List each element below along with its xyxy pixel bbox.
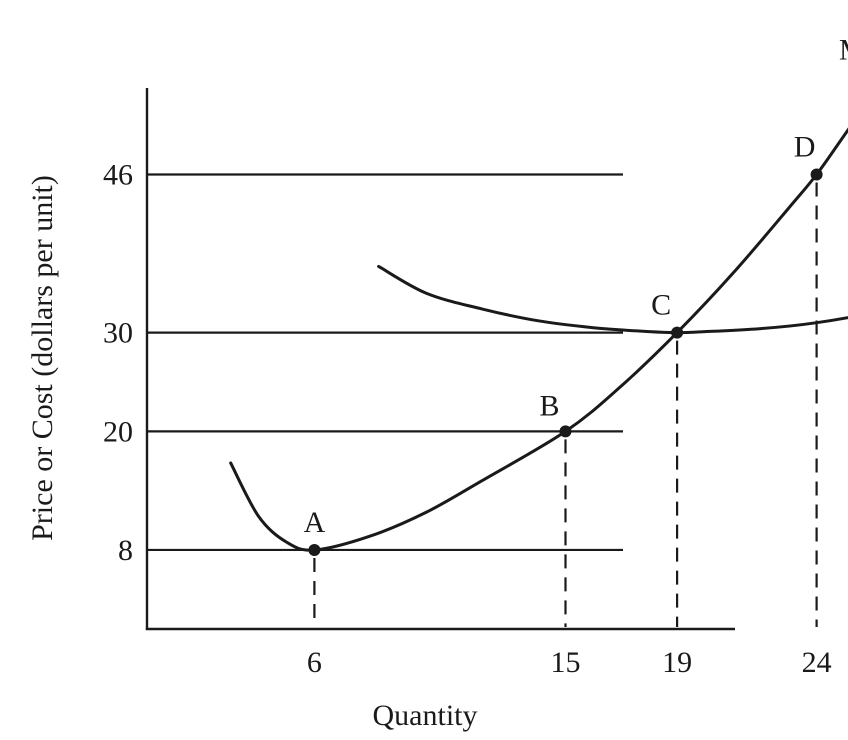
point-label-c: C xyxy=(651,289,671,322)
x-tick-label: 15 xyxy=(551,646,581,679)
x-tick-label: 6 xyxy=(307,646,322,679)
point-label-b: B xyxy=(539,389,559,422)
x-tick-label: 24 xyxy=(802,646,832,679)
point-label-d: D xyxy=(794,131,816,164)
y-axis-label: Price or Cost (dollars per unit) xyxy=(26,175,59,541)
point-c xyxy=(671,326,684,339)
reference-lines xyxy=(147,173,623,552)
point-b xyxy=(559,425,572,438)
curves: MCATC xyxy=(229,34,848,552)
y-tick-label: 20 xyxy=(103,415,133,448)
quantity-drop-lines xyxy=(313,182,818,627)
y-tick-label: 8 xyxy=(118,534,133,567)
curve-mc xyxy=(229,127,848,552)
curve-atc xyxy=(377,264,848,335)
point-label-a: A xyxy=(304,506,326,539)
y-tick-label: 30 xyxy=(103,317,133,350)
points: A B C D xyxy=(304,131,823,556)
x-tick-label: 19 xyxy=(662,646,692,679)
x-axis-label: Quantity xyxy=(373,699,478,732)
series-label-mc: MC xyxy=(839,34,848,67)
y-tick-label: 46 xyxy=(103,159,133,192)
axes xyxy=(145,88,735,631)
tick-labels: 6 15 19 24 8 20 30 46 xyxy=(103,159,832,679)
point-a xyxy=(308,543,321,556)
point-d xyxy=(810,168,823,181)
